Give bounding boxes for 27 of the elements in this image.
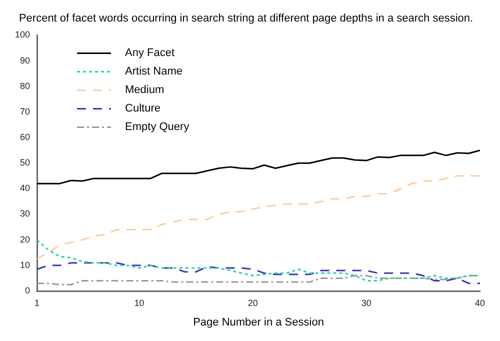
y-tick-label: 50 (20, 158, 30, 168)
y-tick-label: 0 (25, 285, 30, 296)
legend-label: Culture (125, 102, 160, 115)
line-series (37, 239, 480, 282)
x-tick-label: 40 (474, 298, 486, 308)
x-axis-title: Page Number in a Session (193, 316, 324, 328)
y-tick-label: 10 (20, 260, 30, 270)
y-tick-label: 90 (20, 55, 30, 66)
legend-label: Artist Name (125, 66, 182, 78)
y-tick-label: 30 (20, 208, 30, 219)
legend-label: Any Facet (125, 47, 175, 60)
y-tick-label: 70 (20, 106, 30, 116)
x-tick-label: 30 (361, 298, 372, 308)
legend-label: Empty Query (125, 121, 190, 134)
line-series (37, 262, 480, 284)
x-tick-label: 1 (34, 298, 40, 308)
y-tick-label: 20 (20, 234, 30, 244)
y-tick-label: 80 (20, 80, 30, 91)
x-tick-label: 10 (134, 298, 144, 308)
y-tick-label: 100 (14, 30, 30, 40)
legend-label: Medium (125, 84, 164, 96)
chart-title: Percent of facet words occurring in search string at different page depths in a search session. (18, 12, 474, 25)
y-tick-label: 40 (20, 183, 30, 194)
line-series (37, 175, 480, 260)
line-series (37, 274, 480, 286)
y-tick-label: 60 (20, 132, 30, 142)
x-tick-label: 20 (248, 298, 258, 308)
